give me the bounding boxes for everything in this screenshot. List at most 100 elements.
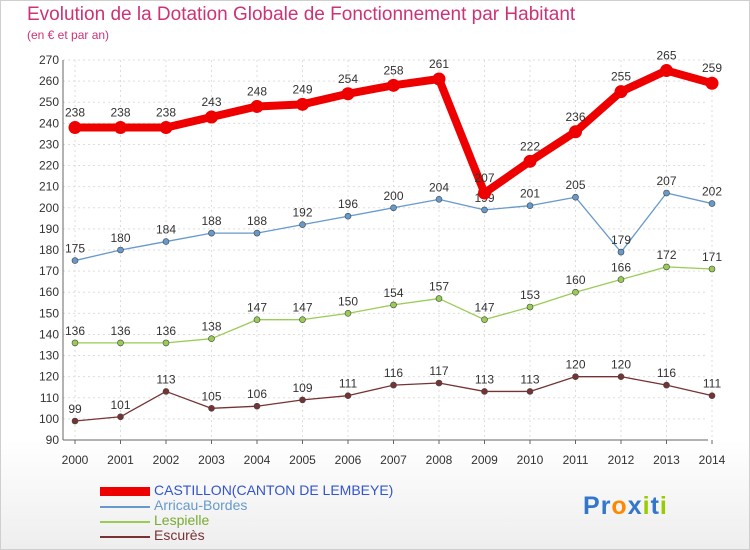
data-label: 249 [292, 82, 312, 96]
data-label: 248 [247, 84, 267, 98]
data-point [617, 373, 625, 380]
legend-swatch [100, 506, 150, 508]
data-point [162, 339, 170, 347]
x-tick-label: 2010 [517, 453, 544, 467]
data-label: 204 [429, 180, 449, 194]
data-label: 106 [247, 387, 267, 401]
legend-swatch [100, 536, 150, 538]
data-point [71, 339, 79, 347]
data-point [117, 413, 124, 421]
data-label: 222 [520, 139, 540, 153]
data-point [572, 373, 579, 380]
x-tick-label: 2006 [335, 453, 362, 467]
y-tick-label: 140 [39, 327, 59, 341]
data-label: 200 [383, 189, 403, 203]
x-tick-label: 2008 [426, 453, 453, 467]
data-point [478, 186, 491, 200]
data-label: 111 [703, 377, 722, 391]
logo-letter: r [600, 492, 612, 520]
data-point [162, 388, 170, 395]
series-2: 136 136 136 138 147 147 150 154 157 147 153 160 166 1… [65, 248, 722, 347]
data-point [663, 263, 670, 271]
y-tick-label: 190 [39, 222, 59, 236]
legend-label: CASTILLON(CANTON DE LEMBEYE) [154, 482, 394, 498]
x-tick-label: 2014 [699, 453, 726, 467]
data-label: 136 [65, 324, 85, 338]
data-point [572, 288, 579, 296]
data-point [387, 78, 400, 92]
data-label: 192 [292, 206, 312, 220]
y-tick-label: 90 [46, 433, 60, 447]
y-tick-label: 110 [40, 391, 59, 405]
data-label: 207 [656, 174, 676, 188]
y-tick-label: 240 [39, 116, 59, 130]
data-label: 238 [110, 106, 130, 120]
data-point [569, 125, 582, 139]
data-label: 136 [110, 324, 130, 338]
x-tick-label: 2012 [608, 453, 635, 467]
data-label: 188 [247, 214, 267, 228]
data-label: 113 [156, 372, 175, 386]
data-label: 138 [201, 320, 221, 334]
data-point [208, 229, 215, 237]
data-label: 236 [565, 110, 585, 124]
data-point [162, 238, 170, 245]
data-point [208, 335, 215, 342]
y-tick-label: 170 [39, 264, 59, 278]
x-tick-label: 2001 [107, 453, 134, 467]
data-point [432, 72, 446, 86]
chart-subtitle: (en € et par an) [27, 28, 110, 42]
x-tick-label: 2007 [380, 453, 407, 467]
data-point [159, 121, 173, 135]
y-tick-label: 230 [39, 137, 59, 151]
data-label: 111 [339, 377, 358, 391]
data-label: 238 [156, 106, 176, 120]
data-label: 109 [292, 381, 312, 395]
data-point [117, 246, 124, 254]
data-point [481, 316, 488, 323]
y-tick-label: 210 [39, 180, 59, 194]
data-point [344, 310, 352, 317]
y-tick-label: 130 [39, 349, 59, 363]
data-point [344, 212, 352, 220]
data-point [435, 196, 443, 203]
data-label: 153 [520, 288, 540, 302]
data-label: 255 [611, 70, 631, 84]
x-tick-label: 2013 [653, 453, 680, 467]
data-label: 105 [201, 389, 221, 403]
data-point [250, 99, 264, 113]
data-label: 113 [475, 372, 494, 386]
data-label: 116 [657, 366, 676, 380]
logo-letter: t [650, 492, 660, 520]
data-label: 202 [702, 185, 722, 199]
y-tick-label: 200 [39, 201, 59, 215]
data-point [208, 405, 215, 412]
data-point [708, 392, 716, 399]
data-label: 160 [565, 273, 585, 287]
data-point [660, 64, 673, 78]
data-label: 154 [383, 286, 403, 300]
x-tick-label: 2005 [289, 453, 316, 467]
data-point [253, 229, 261, 237]
data-point [617, 248, 625, 256]
data-point [523, 154, 537, 168]
data-point [344, 392, 352, 399]
data-point [114, 121, 127, 135]
data-point [705, 76, 719, 90]
data-label: 120 [565, 358, 585, 372]
data-label: 261 [429, 57, 449, 71]
y-tick-label: 270 [39, 53, 59, 67]
data-label: 113 [520, 372, 539, 386]
data-point [617, 276, 625, 283]
data-label: 166 [611, 261, 631, 275]
data-label: 175 [65, 242, 85, 256]
data-point [708, 265, 716, 273]
x-tick-label: 2004 [244, 453, 271, 467]
x-tick-label: 2003 [198, 453, 225, 467]
legend-label: Lespielle [154, 512, 210, 528]
chart-title: Evolution de la Dotation Globale de Fonc… [27, 4, 576, 25]
data-label: 147 [474, 301, 494, 315]
data-point [435, 379, 443, 387]
y-tick-label: 220 [39, 159, 59, 173]
